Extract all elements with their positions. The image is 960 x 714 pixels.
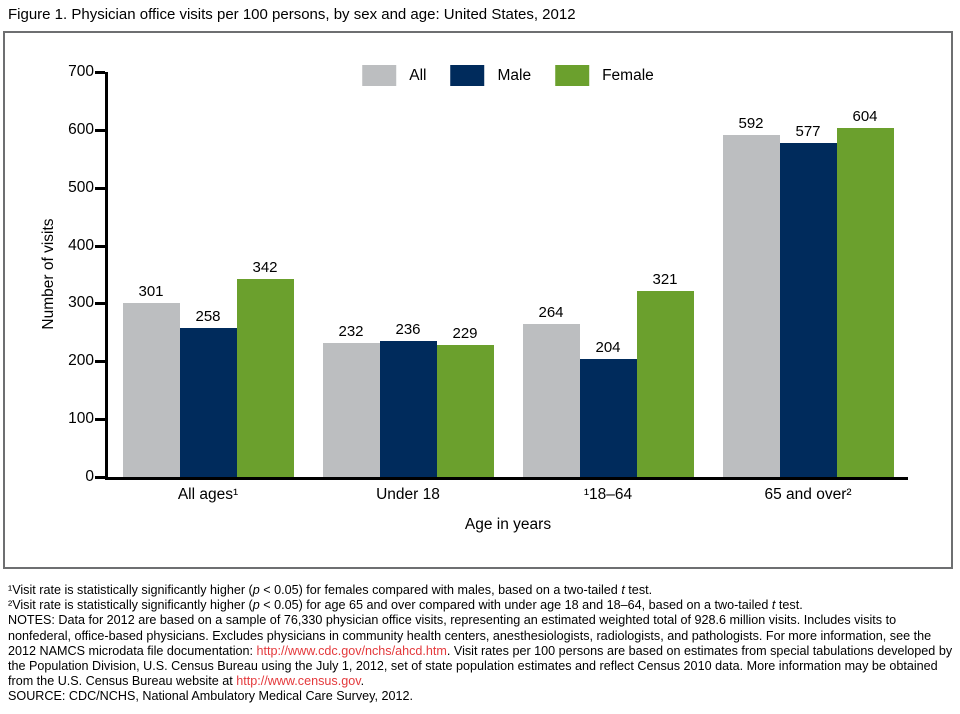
bar-value-label: 321 <box>652 271 678 289</box>
legend-item-male: Male <box>450 65 531 86</box>
x-category-label: 65 and over² <box>764 486 852 503</box>
legend-swatch-female-icon <box>555 65 590 86</box>
census-gov-link[interactable]: http://www.census.gov <box>236 674 361 689</box>
bar-female-group1: 342 <box>236 259 294 477</box>
y-axis-label: Number of visits <box>40 218 57 330</box>
bar-male-group4: 577 <box>779 123 837 477</box>
bar-group-1: 301 258 342 <box>122 259 294 477</box>
footnote-text: < 0.05) for females compared with males,… <box>259 583 622 597</box>
y-tick-label: 300 <box>68 294 94 312</box>
y-tick-mark <box>95 186 105 190</box>
footnote-text: < 0.05) for age 65 and over compared wit… <box>259 598 772 613</box>
legend-swatch-male-icon <box>450 65 485 86</box>
bar-female-group2: 229 <box>436 325 494 477</box>
y-tick-label: 700 <box>68 63 94 80</box>
y-tick-mark <box>95 71 105 74</box>
footnote-text: SOURCE: CDC/NCHS, National Ambulatory Me… <box>8 689 414 704</box>
bar-male-group3: 204 <box>579 339 637 477</box>
x-axis-label: Age in years <box>464 516 552 533</box>
chart-legend: All Male Female <box>362 65 654 86</box>
footnote-line: NOTES: Data for 2012 are based on a samp… <box>8 613 954 689</box>
bar-value-label: 236 <box>395 320 421 338</box>
chart-frame: Number of visits All Male Female 0 100 200 30… <box>3 31 953 569</box>
figure-title: Figure 1. Physician office visits per 10… <box>8 6 576 23</box>
footnote-text: ¹Visit rate is statistically significant… <box>8 583 253 597</box>
footnote-line: ²Visit rate is statistically significant… <box>8 598 954 613</box>
bar-all-group1: 301 <box>122 283 180 477</box>
bar-male-group1: 258 <box>179 308 237 477</box>
x-category-label: All ages¹ <box>177 486 239 503</box>
x-category-label: ¹18–64 <box>583 486 633 503</box>
y-tick-label: 0 <box>85 468 94 485</box>
bar-group-4: 592 577 604 <box>722 108 894 477</box>
y-tick-label: 100 <box>68 410 94 428</box>
y-tick-label: 500 <box>68 178 94 196</box>
y-tick-label: 200 <box>68 352 94 370</box>
footnote-line: SOURCE: CDC/NCHS, National Ambulatory Me… <box>8 689 954 704</box>
footnotes: ¹Visit rate is statistically significant… <box>8 583 954 705</box>
bar-female-group4: 604 <box>836 108 894 477</box>
bar-value-label: 577 <box>795 123 821 141</box>
bar-value-label: 592 <box>738 114 764 132</box>
footnote-text: test. <box>775 598 803 613</box>
legend-swatch-all-icon <box>362 65 397 86</box>
bar-value-label: 229 <box>452 324 478 342</box>
y-tick-label: 600 <box>68 120 94 138</box>
italic-text: t <box>621 583 625 597</box>
legend-label-all: All <box>409 66 427 84</box>
bar-female-group3: 321 <box>636 271 694 477</box>
bar-all-group4: 592 <box>722 115 780 477</box>
y-tick-mark <box>95 302 105 306</box>
bar-all-group2: 232 <box>322 323 380 477</box>
italic-text: t <box>771 598 776 613</box>
footnote-text: test. <box>624 583 653 597</box>
bar-value-label: 301 <box>138 282 164 300</box>
bar-value-label: 232 <box>338 322 364 340</box>
y-tick-mark <box>95 360 105 364</box>
legend-label-male: Male <box>497 66 532 84</box>
bar-all-group3: 264 <box>522 304 580 477</box>
bar-group-2: 232 236 229 <box>322 321 494 477</box>
legend-label-female: Female <box>602 66 654 84</box>
italic-text: p <box>252 598 260 613</box>
legend-item-female: Female <box>555 65 654 86</box>
y-tick-mark <box>95 244 105 248</box>
legend-item-all: All <box>362 65 426 86</box>
footnote-text: . <box>360 674 365 689</box>
y-tick-mark <box>95 128 105 132</box>
cdc-nchs-ahcd-link[interactable]: http://www.cdc.gov/nchs/ahcd.htm <box>256 643 447 658</box>
y-tick-mark <box>95 418 105 422</box>
x-category-label: Under 18 <box>376 486 440 503</box>
footnote-text: ²Visit rate is statistically significant… <box>8 598 253 613</box>
italic-text: p <box>252 583 260 597</box>
footnote-line: ¹Visit rate is statistically significant… <box>8 583 954 598</box>
bar-value-label: 604 <box>852 107 878 125</box>
plot-area: All Male Female 0 100 200 300 400 500 600 700 301 2… <box>68 63 908 503</box>
footnote-text: NOTES: Data for 2012 are based on a samp… <box>8 613 932 658</box>
bar-value-label: 258 <box>195 307 221 325</box>
bar-value-label: 264 <box>538 304 564 322</box>
y-tick-mark <box>95 476 105 479</box>
bar-value-label: 342 <box>252 259 278 277</box>
bar-value-label: 204 <box>595 339 621 356</box>
bar-male-group2: 236 <box>379 321 437 477</box>
y-tick-label: 400 <box>68 236 94 254</box>
footnote-text: . Visit rates per 100 persons are based … <box>8 643 953 689</box>
bar-group-3: 264 204 321 <box>522 271 694 477</box>
